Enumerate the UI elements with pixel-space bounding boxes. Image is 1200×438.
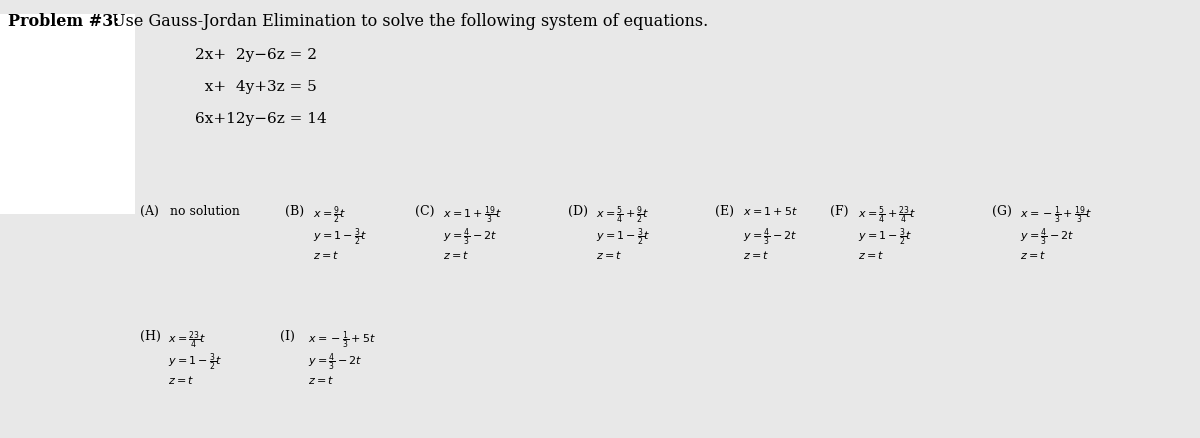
Text: $y=1-\frac{3}{2}t$: $y=1-\frac{3}{2}t$ (858, 226, 912, 248)
Text: (B): (B) (286, 205, 304, 218)
Text: $z=t$: $z=t$ (443, 248, 469, 261)
Text: Problem #3:: Problem #3: (8, 13, 119, 30)
Text: $x=\frac{5}{4}+\frac{23}{4}t$: $x=\frac{5}{4}+\frac{23}{4}t$ (858, 205, 917, 226)
Text: 6x+12y−6z = 14: 6x+12y−6z = 14 (194, 112, 326, 126)
Text: $z=t$: $z=t$ (596, 248, 623, 261)
Text: $x=\frac{23}{4}t$: $x=\frac{23}{4}t$ (168, 329, 206, 351)
Text: $z=t$: $z=t$ (1020, 248, 1046, 261)
Text: 2x+  2y−6z = 2: 2x+ 2y−6z = 2 (194, 48, 317, 62)
Text: (H): (H) (140, 329, 161, 342)
Text: (A): (A) (140, 205, 158, 218)
Text: $y=\frac{4}{3}-2t$: $y=\frac{4}{3}-2t$ (443, 226, 497, 248)
Text: $z=t$: $z=t$ (168, 373, 194, 385)
Text: $y=\frac{4}{3}-2t$: $y=\frac{4}{3}-2t$ (308, 351, 362, 373)
Text: $x=1+\frac{19}{3}t$: $x=1+\frac{19}{3}t$ (443, 205, 503, 226)
Text: $z=t$: $z=t$ (858, 248, 884, 261)
Text: Use Gauss-Jordan Elimination to solve the following system of equations.: Use Gauss-Jordan Elimination to solve th… (107, 13, 708, 30)
Text: $z=t$: $z=t$ (743, 248, 769, 261)
Text: (I): (I) (280, 329, 295, 342)
Text: $y=\frac{4}{3}-2t$: $y=\frac{4}{3}-2t$ (743, 226, 797, 248)
Text: $y=1-\frac{3}{2}t$: $y=1-\frac{3}{2}t$ (168, 351, 222, 373)
Text: $y=1-\frac{3}{2}t$: $y=1-\frac{3}{2}t$ (313, 226, 367, 248)
Text: $y=\frac{4}{3}-2t$: $y=\frac{4}{3}-2t$ (1020, 226, 1074, 248)
Text: no solution: no solution (170, 205, 240, 218)
Text: $x=\frac{5}{4}+\frac{9}{2}t$: $x=\frac{5}{4}+\frac{9}{2}t$ (596, 205, 649, 226)
Text: (D): (D) (568, 205, 588, 218)
Text: (F): (F) (830, 205, 848, 218)
Text: $x=-\frac{1}{3}+\frac{19}{3}t$: $x=-\frac{1}{3}+\frac{19}{3}t$ (1020, 205, 1092, 226)
Text: (C): (C) (415, 205, 434, 218)
Text: x+  4y+3z = 5: x+ 4y+3z = 5 (194, 80, 317, 94)
Text: $z=t$: $z=t$ (313, 248, 340, 261)
Text: $x=1+5t$: $x=1+5t$ (743, 205, 798, 216)
Text: (G): (G) (992, 205, 1012, 218)
Text: $x=-\frac{1}{3}+5t$: $x=-\frac{1}{3}+5t$ (308, 329, 376, 351)
Text: $y=1-\frac{3}{2}t$: $y=1-\frac{3}{2}t$ (596, 226, 650, 248)
Text: $z=t$: $z=t$ (308, 373, 335, 385)
Text: $x=\frac{9}{2}t$: $x=\frac{9}{2}t$ (313, 205, 347, 226)
Bar (0, 15, 134, 215)
Text: (E): (E) (715, 205, 734, 218)
